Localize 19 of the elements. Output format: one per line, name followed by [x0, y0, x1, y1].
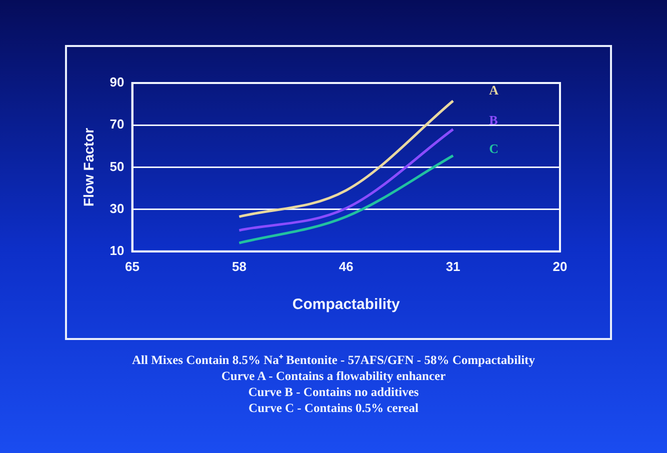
x-tick-label: 46	[338, 258, 354, 274]
text: C	[489, 140, 498, 156]
x-tick-label: 31	[446, 258, 460, 274]
y-tick-label: 90	[110, 74, 124, 90]
text: All Mixes Contain 8.5% Na⁺ Bentonite - 57AFS/GFN - 58% Compactability	[131, 352, 536, 368]
text: Curve B - Contains no additives	[247, 384, 420, 400]
y-tick-label: 70	[110, 116, 124, 132]
x-tick-label: 58	[232, 258, 246, 274]
x-tick-label: 20	[552, 258, 568, 274]
text: A	[489, 82, 500, 98]
x-tick-label: 65	[125, 258, 140, 274]
y-tick-label: 10	[110, 242, 124, 258]
y-tick-label: 30	[110, 200, 124, 216]
x-axis-title: Compactability	[292, 296, 401, 314]
y-axis-title: Flow Factor	[80, 127, 96, 206]
text: B	[489, 112, 498, 128]
text: Curve A - Contains a flowability enhancer	[220, 368, 447, 384]
y-tick-label: 50	[110, 158, 124, 174]
text: Curve C - Contains 0.5% cereal	[248, 400, 420, 416]
